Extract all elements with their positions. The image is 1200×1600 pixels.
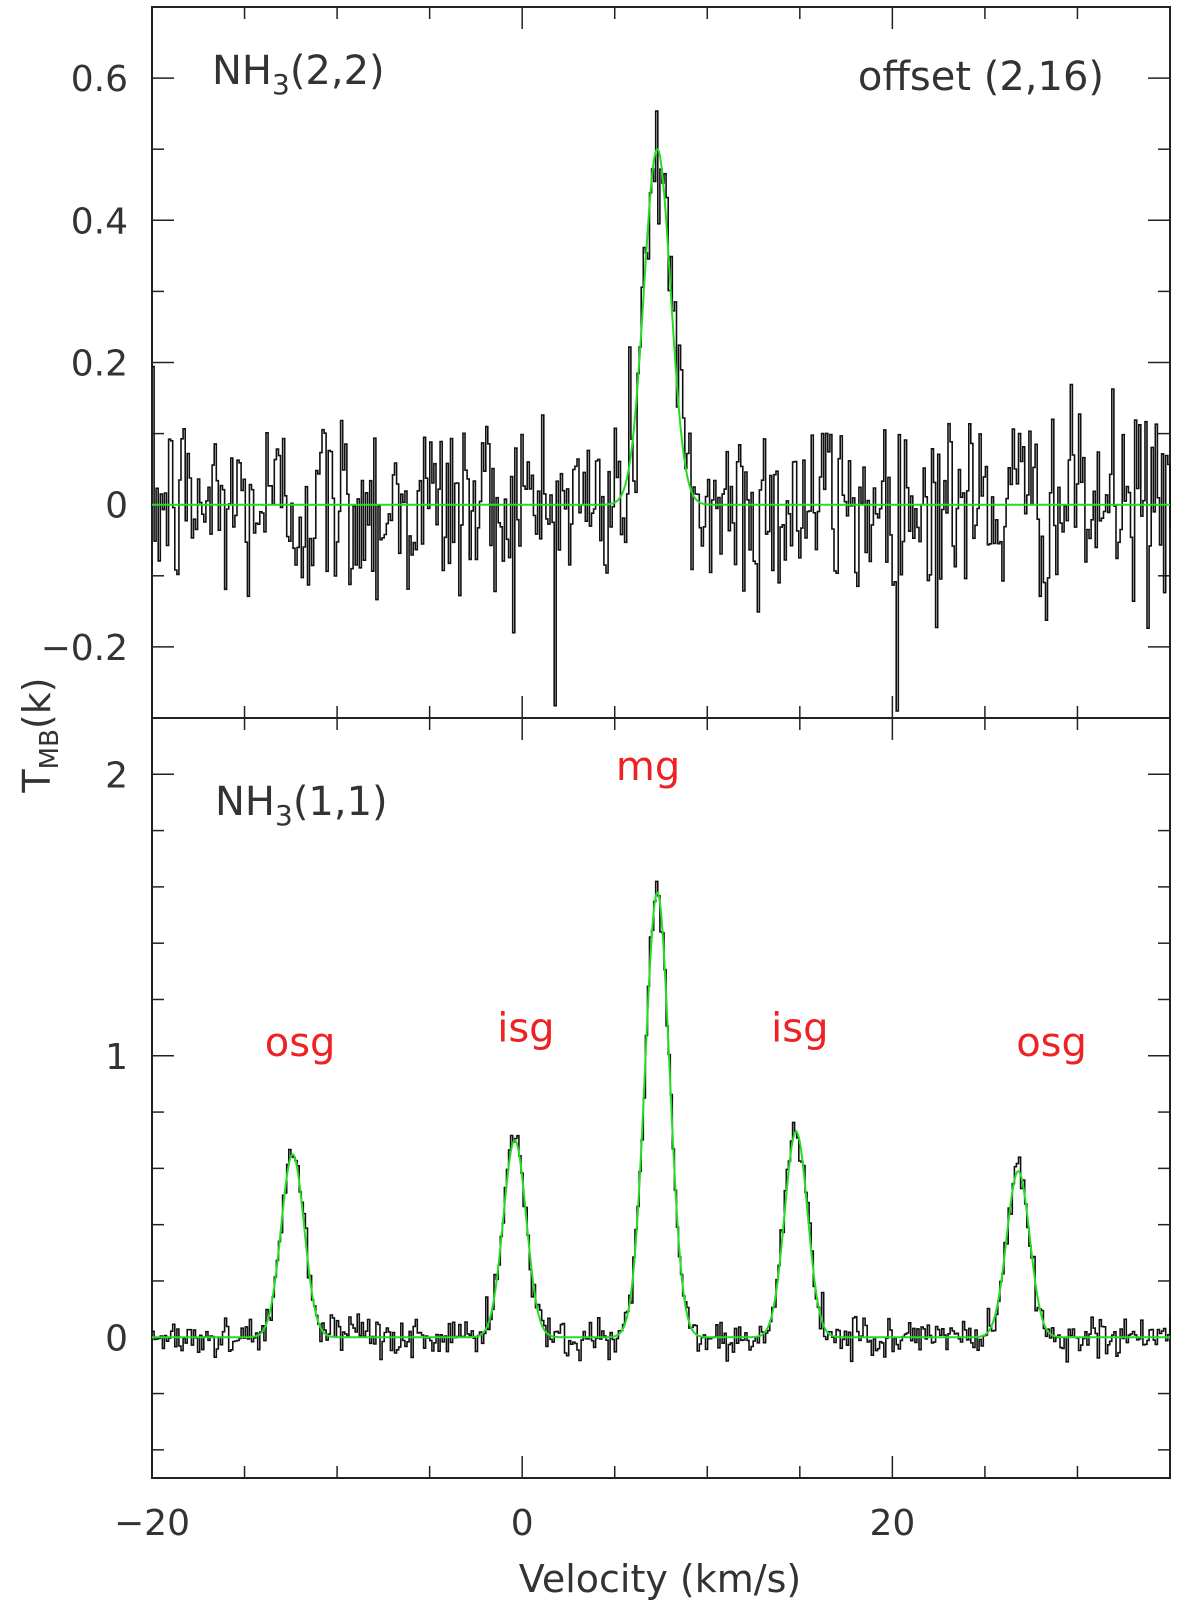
y-axis-title-sub: MB bbox=[35, 729, 65, 769]
bottom-panel-label-main: NH bbox=[215, 779, 275, 825]
bottom-panel-label-tail: (1,1) bbox=[293, 779, 388, 825]
spectrum-line bbox=[152, 880, 1171, 1363]
x-tick-label: 0 bbox=[511, 1503, 534, 1544]
component-label-isg: isg bbox=[497, 1006, 554, 1052]
fit-curve bbox=[152, 891, 1170, 1339]
component-label-isg: isg bbox=[771, 1006, 828, 1052]
y-axis-title: TMB(k) bbox=[15, 677, 65, 793]
y-axis-title-tail: (k) bbox=[15, 677, 59, 729]
top-panel-label-main: NH bbox=[212, 48, 272, 94]
y-tick-label: 2 bbox=[105, 755, 128, 796]
y-tick-label: 0.4 bbox=[71, 201, 128, 242]
component-label-mg: mg bbox=[616, 744, 680, 790]
offset-label: offset (2,16) bbox=[858, 54, 1104, 100]
fit-curve bbox=[152, 148, 1170, 506]
x-tick-labels: −20 0 20 bbox=[114, 1503, 915, 1544]
bottom-panel: 2 1 0 osg isg mg isg osg bbox=[105, 717, 1171, 1479]
top-panel-label-sub: 3 bbox=[272, 68, 290, 101]
x-axis-title: Velocity (km/s) bbox=[519, 1557, 801, 1600]
y-tick-label: 0 bbox=[105, 1318, 128, 1359]
panel-frame bbox=[151, 6, 1171, 719]
y-tick-label: 1 bbox=[105, 1037, 128, 1078]
bottom-panel-label-sub: 3 bbox=[275, 799, 293, 832]
x-tick-label: −20 bbox=[114, 1503, 190, 1544]
y-tick-label: 0.2 bbox=[71, 344, 128, 385]
top-panel-label-tail: (2,2) bbox=[290, 48, 385, 94]
component-label-osg: osg bbox=[1016, 1020, 1087, 1066]
panel-frame bbox=[151, 717, 1171, 1479]
top-panel: 0.6 0.4 0.2 0 −0.2 bbox=[41, 6, 1171, 719]
top-panel-label: NH3(2,2) bbox=[212, 48, 385, 101]
y-tick-label: 0 bbox=[105, 486, 128, 527]
x-tick-label: 20 bbox=[869, 1503, 915, 1544]
spectrum-line bbox=[152, 110, 1171, 712]
bottom-panel-label: NH3(1,1) bbox=[215, 779, 388, 832]
component-label-osg: osg bbox=[265, 1020, 336, 1066]
y-tick-label: −0.2 bbox=[41, 628, 128, 669]
y-axis-title-main: T bbox=[15, 769, 59, 794]
y-tick-label: 0.6 bbox=[71, 59, 128, 100]
